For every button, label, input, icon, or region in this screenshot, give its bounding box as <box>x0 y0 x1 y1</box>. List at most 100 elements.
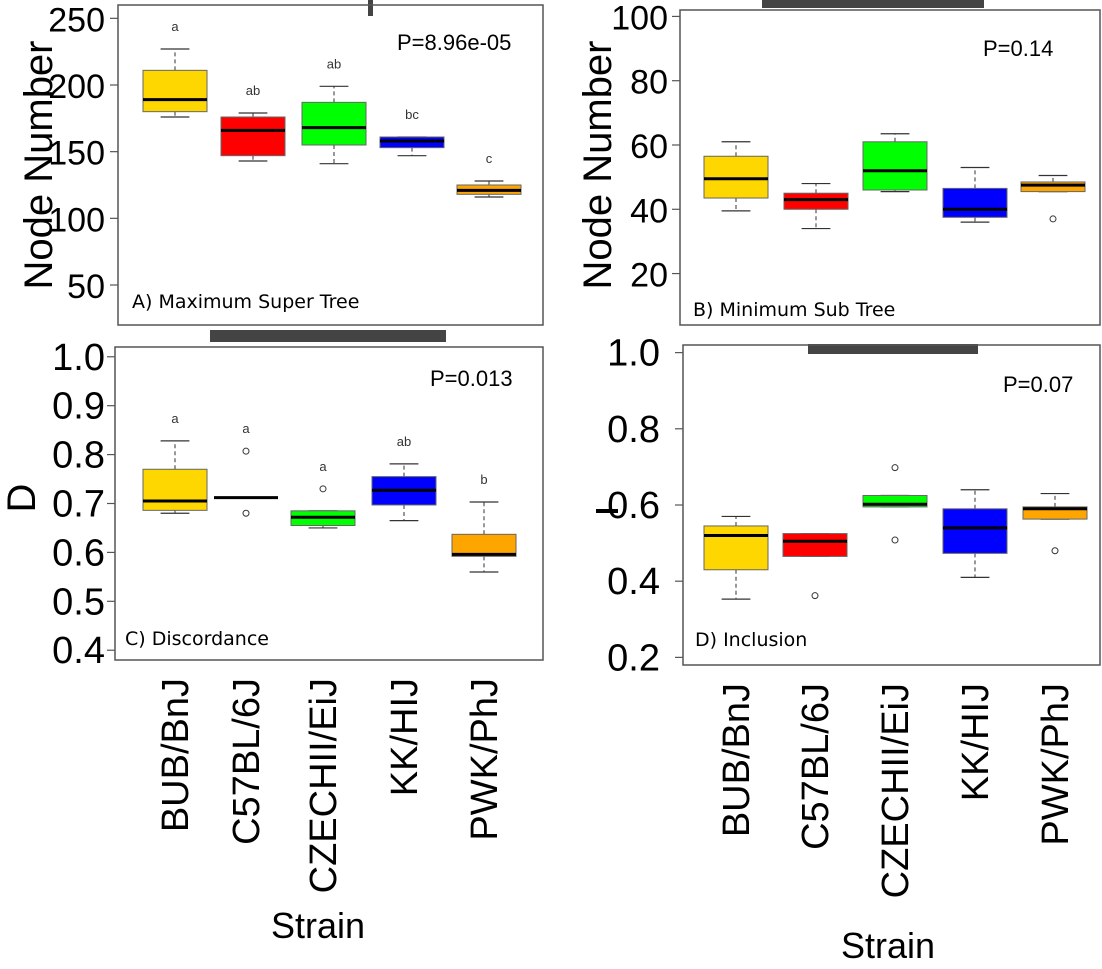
y-axis-title: D <box>0 484 44 513</box>
box-PWK/PhJ: c <box>456 151 522 198</box>
box-body <box>1020 181 1086 193</box>
y-tick-label: 100 <box>611 0 668 37</box>
y-tick-label: 80 <box>630 64 668 102</box>
y-tick-label: 20 <box>630 257 668 295</box>
y-axis-title: Node Number <box>17 40 61 289</box>
significance-letter: c <box>486 151 493 166</box>
x-tick-label: C57BL/6J <box>226 678 268 845</box>
y-tick-label: 60 <box>630 128 668 166</box>
box-PWK/PhJ <box>1020 174 1086 223</box>
significance-letter: a <box>242 421 250 436</box>
box-PWK/PhJ: b <box>451 472 517 573</box>
box-body <box>942 187 1008 218</box>
x-tick-label: BUB/BnJ <box>716 683 758 837</box>
x-tick-label: PWK/PhJ <box>464 678 506 841</box>
clipped-title-remnant <box>368 0 373 16</box>
p-value: P=8.96e-05 <box>397 30 511 55</box>
clipped-title-remnant-b <box>762 0 984 8</box>
y-tick-label: 0.2 <box>607 637 660 679</box>
significance-letter: a <box>171 411 179 426</box>
box-KK/HIJ: bc <box>379 107 445 157</box>
box-C57BL/6J: a <box>214 421 278 517</box>
significance-letter: b <box>480 472 487 487</box>
box-C57BL/6J: ab <box>220 83 286 162</box>
y-tick-label: 0.4 <box>607 561 660 603</box>
box-CZECHII/EiJ: ab <box>301 56 367 165</box>
x-tick-label: KK/HIJ <box>384 678 426 796</box>
panel-label: B) Minimum Sub Tree <box>693 299 895 321</box>
p-value: P=0.07 <box>1003 372 1073 397</box>
outlier-point <box>891 536 899 544</box>
box-C57BL/6J <box>783 182 849 230</box>
y-tick-label: 0.6 <box>607 485 660 527</box>
significance-letter: a <box>319 459 327 474</box>
box-CZECHII/EiJ: a <box>290 459 356 529</box>
panel-label: A) Maximum Super Tree <box>132 291 359 313</box>
clipped-text-remnant-a <box>210 330 446 342</box>
p-value: P=0.14 <box>983 36 1053 61</box>
significance-letter: ab <box>246 83 260 98</box>
y-axis-title: Node Number <box>576 40 620 289</box>
box-body <box>942 508 1008 554</box>
y-tick-label: 0.9 <box>52 386 105 428</box>
box-C57BL/6J <box>782 532 848 600</box>
box-BUB/BnJ <box>703 141 769 212</box>
box-KK/HIJ <box>942 166 1008 223</box>
y-tick-label: 0.5 <box>52 581 105 623</box>
x-tick-label: CZECHII/EiJ <box>303 678 345 893</box>
x-axis-title-left-wrapper: Strain <box>271 905 365 946</box>
panel-label: D) Inclusion <box>695 629 807 651</box>
box-BUB/BnJ: a <box>142 411 208 514</box>
outlier-point <box>242 447 250 455</box>
plot-frame <box>117 4 544 326</box>
box-BUB/BnJ <box>703 515 769 600</box>
box-body <box>703 155 769 199</box>
outlier-point <box>319 485 327 493</box>
box-body <box>142 468 208 511</box>
plot-frame <box>679 9 1101 326</box>
box-body <box>782 533 848 557</box>
x-tick-label: PWK/PhJ <box>1035 683 1077 846</box>
y-tick-label: 150 <box>48 135 105 173</box>
panel-label: C) Discordance <box>125 628 269 650</box>
outlier-point <box>811 592 819 600</box>
outlier-point <box>891 464 899 472</box>
box-KK/HIJ: ab <box>371 434 437 522</box>
y-tick-label: 50 <box>67 268 105 306</box>
x-axis-title-right-wrapper: Strain <box>841 925 935 966</box>
panel-c: 1.0 0.9 0.8 0.7 0.6 0.5 0.4 D P=0.013 C) Discorda… <box>0 337 544 893</box>
outlier-point <box>242 509 250 517</box>
y-tick-label: 0.7 <box>52 484 105 526</box>
x-tick-label: CZECHII/EiJ <box>875 683 917 898</box>
box-CZECHII/EiJ <box>862 464 928 544</box>
box-body <box>862 141 928 191</box>
outlier-point <box>1049 215 1057 223</box>
box-KK/HIJ <box>942 489 1008 578</box>
box-BUB/BnJ: a <box>142 19 208 118</box>
y-tick-label: 200 <box>48 68 105 106</box>
p-value: P=0.013 <box>430 366 513 391</box>
panel-b: 100 80 60 40 20 Node Number P=0.14 B) Minimum S… <box>576 0 1101 326</box>
y-axis-stray-dash <box>596 509 618 513</box>
box-body <box>301 101 367 146</box>
significance-letter: bc <box>405 107 419 122</box>
box-body <box>703 525 769 571</box>
significance-letter: ab <box>397 434 411 449</box>
y-tick-label: 100 <box>48 201 105 239</box>
y-tick-label: 1.0 <box>52 337 105 379</box>
x-tick-label: BUB/BnJ <box>155 678 197 832</box>
box-body <box>783 192 849 210</box>
clipped-text-remnant-b <box>808 344 978 354</box>
x-axis-title-left: Strain <box>271 905 365 946</box>
x-axis-title-right: Strain <box>841 925 935 966</box>
box-body <box>862 494 928 508</box>
outlier-point <box>1051 547 1059 555</box>
x-tick-label: KK/HIJ <box>955 683 997 801</box>
y-tick-label: 0.6 <box>52 532 105 574</box>
significance-letter: a <box>171 19 179 34</box>
box-body <box>142 69 208 113</box>
y-tick-label: 1.0 <box>607 333 660 375</box>
y-tick-label: 0.8 <box>607 409 660 451</box>
y-tick-label: 250 <box>48 1 105 39</box>
